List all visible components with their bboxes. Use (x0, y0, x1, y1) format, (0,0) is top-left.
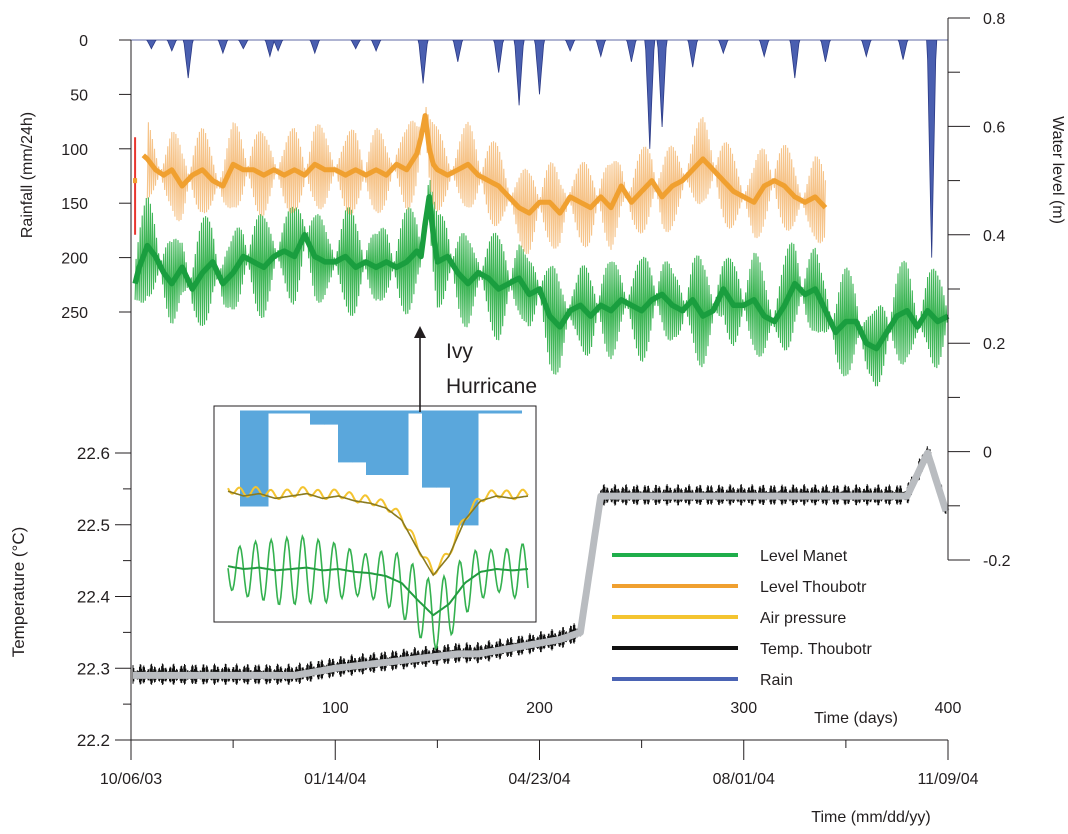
rain-series-area (131, 39, 948, 258)
inset-rain-bar (464, 412, 479, 526)
rain-tick-label: 200 (61, 251, 88, 268)
legend-label: Temp. Thoubotr (760, 641, 872, 658)
rainfall-axis-label: Rainfall (mm/24h) (19, 112, 36, 238)
level-thoubotr-oscillation (146, 106, 826, 255)
level-tick-label: 0 (983, 445, 992, 462)
days-tick-label: 100 (322, 700, 349, 717)
axes-layer: Rainfall (mm/24h) Temperature (°C) Water… (9, 11, 1066, 826)
annotation-layer: Ivy Hurricane (414, 326, 537, 412)
inset-rain-bar (450, 412, 465, 526)
inset-rain-bar (310, 412, 325, 425)
inset-level-manet-smooth (227, 565, 529, 617)
legend: Level Manet Level Thoubotr Air pressure Tem… (612, 548, 872, 689)
level-tick-label: -0.2 (983, 553, 1011, 570)
inset-rain-bar (352, 412, 367, 463)
date-tick-label: 08/01/04 (713, 771, 775, 788)
legend-label: Level Thoubotr (760, 579, 867, 596)
level-tick-label: 0.6 (983, 119, 1005, 136)
date-tick-label: 11/09/04 (917, 771, 978, 788)
level-manet-oscillation (134, 179, 949, 387)
legend-label: Level Manet (760, 548, 848, 565)
inset-rain-bar (324, 412, 339, 425)
inset-rain-bar (338, 412, 353, 463)
rain-tick-label: 250 (61, 305, 88, 322)
level-tick-label: 0.2 (983, 336, 1005, 353)
date-axis-label: Time (mm/dd/yy) (811, 809, 930, 826)
rain-tick-label: 0 (79, 33, 88, 50)
rain-tick-label: 100 (61, 142, 88, 159)
level-tick-label: 0.4 (983, 228, 1005, 245)
legend-label: Air pressure (760, 610, 846, 627)
annotation-ivy: Ivy (446, 340, 473, 363)
inset-rain-bar (394, 412, 409, 475)
temp-tick-label: 22.6 (77, 444, 110, 463)
date-tick-label: 01/14/04 (304, 771, 366, 788)
temperature-axis-label: Temperature (°C) (9, 527, 28, 658)
level-thoubotr-line (132, 113, 828, 216)
rain-tick-label: 150 (61, 196, 88, 213)
days-axis-label: Time (days) (814, 710, 898, 727)
inset-level-thoubotr (227, 490, 529, 577)
inset-rain-bar (422, 412, 437, 488)
inset-panel (213, 405, 537, 651)
inset-rain-bar (240, 412, 255, 507)
temp-thoubotr-line (131, 449, 950, 679)
temp-tick-label: 22.5 (77, 516, 110, 535)
date-tick-label: 04/23/04 (508, 771, 570, 788)
date-tick-label: 10/06/03 (100, 771, 162, 788)
inset-rain-bar (436, 412, 451, 488)
water-level-axis-label: Water level (m) (1049, 116, 1066, 224)
days-tick-label: 200 (526, 700, 553, 717)
inset-level-manet-raw (227, 533, 529, 651)
annotation-arrow-head (414, 326, 426, 338)
level-tick-label: 0.8 (983, 11, 1005, 28)
temp-tick-label: 22.3 (77, 659, 110, 678)
level-manet-line (132, 194, 950, 352)
inset-rain-bar (254, 412, 269, 507)
annotation-hurricane: Hurricane (446, 375, 537, 398)
temp-tick-label: 22.2 (77, 731, 110, 750)
temp-tick-label: 22.4 (77, 588, 110, 607)
legend-label: Rain (760, 672, 793, 689)
rain-tick-label: 50 (70, 87, 88, 104)
data-layer (131, 39, 950, 685)
days-tick-label: 400 (935, 700, 962, 717)
inset-rain-bar (380, 412, 395, 475)
days-tick-label: 300 (730, 700, 757, 717)
inset-rain-bar (366, 412, 381, 475)
